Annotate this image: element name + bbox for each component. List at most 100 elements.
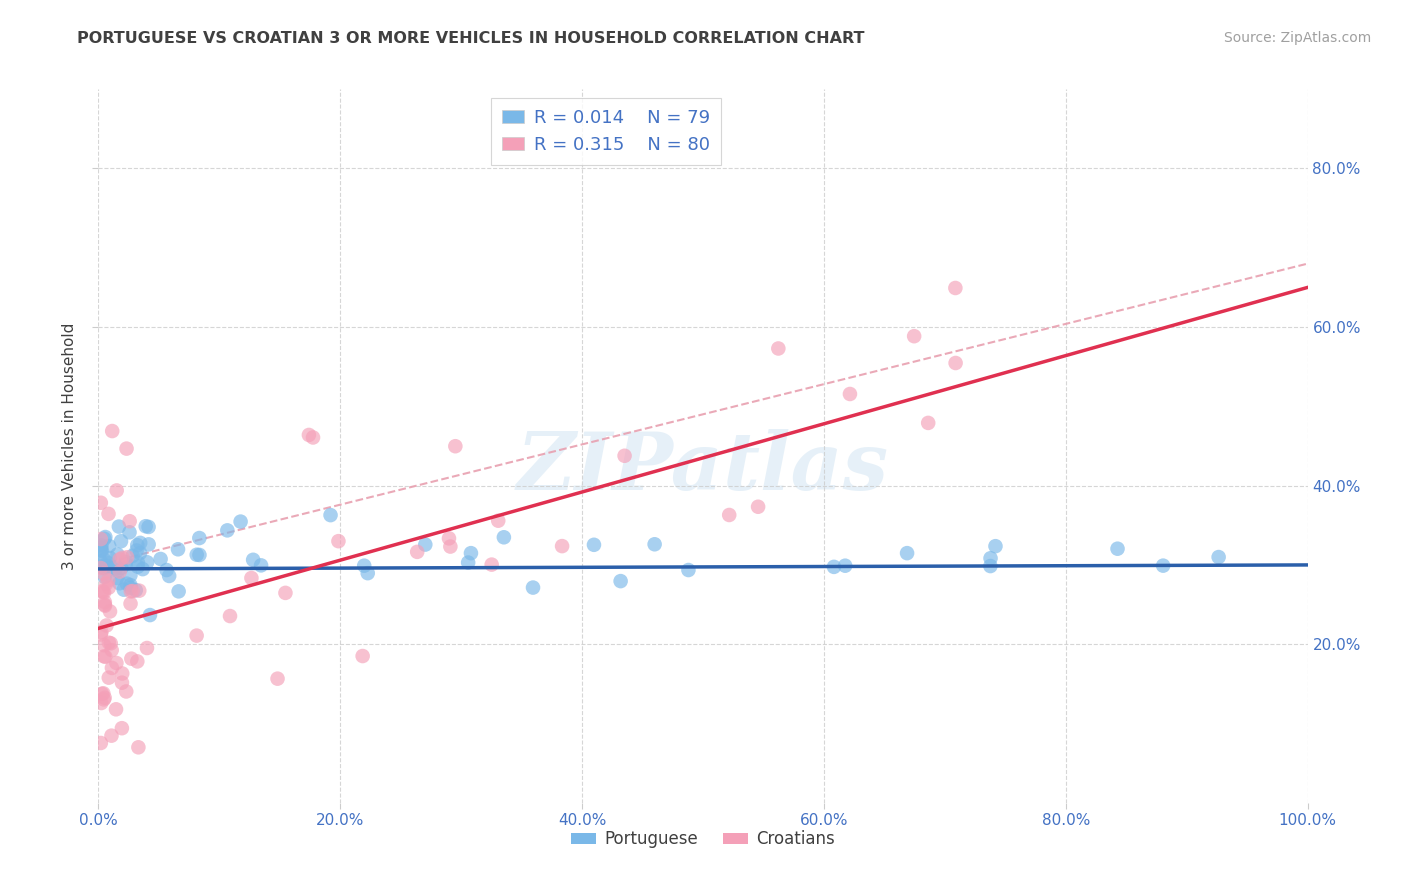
- Point: [108, 519, 131, 533]
- Point: [353, 558, 375, 573]
- Point: [93, 649, 115, 664]
- Point: [120, 578, 142, 592]
- Point: [167, 542, 190, 557]
- Point: [97, 581, 120, 595]
- Point: [609, 574, 631, 588]
- Point: [94, 559, 117, 574]
- Point: [111, 721, 134, 735]
- Point: [250, 558, 273, 573]
- Point: [444, 439, 467, 453]
- Point: [90, 625, 112, 640]
- Point: [274, 586, 297, 600]
- Point: [613, 449, 636, 463]
- Point: [105, 702, 128, 716]
- Point: [167, 584, 190, 599]
- Point: [94, 530, 117, 544]
- Point: [93, 532, 115, 546]
- Point: [93, 638, 115, 652]
- Point: [217, 524, 239, 538]
- Point: [115, 576, 138, 591]
- Point: [97, 636, 120, 650]
- Point: [112, 582, 135, 597]
- Point: [108, 576, 131, 591]
- Point: [980, 551, 1002, 566]
- Point: [93, 585, 115, 599]
- Point: [98, 559, 121, 574]
- Point: [1107, 541, 1129, 556]
- Point: [100, 643, 122, 657]
- Point: [242, 553, 264, 567]
- Point: [298, 428, 321, 442]
- Point: [93, 598, 115, 612]
- Point: [121, 584, 143, 599]
- Point: [357, 566, 380, 581]
- Point: [111, 675, 134, 690]
- Point: [188, 531, 211, 545]
- Text: ZIPatlas: ZIPatlas: [517, 429, 889, 506]
- Point: [120, 581, 142, 595]
- Point: [91, 687, 114, 701]
- Point: [93, 552, 115, 566]
- Point: [229, 515, 252, 529]
- Point: [120, 568, 142, 582]
- Point: [101, 424, 124, 438]
- Point: [110, 534, 132, 549]
- Point: [118, 514, 141, 528]
- Point: [105, 571, 128, 585]
- Point: [481, 558, 503, 572]
- Point: [115, 550, 138, 565]
- Point: [437, 532, 460, 546]
- Point: [823, 560, 845, 574]
- Point: [984, 539, 1007, 553]
- Point: [97, 671, 120, 685]
- Point: [100, 636, 122, 650]
- Point: [98, 551, 121, 566]
- Point: [111, 550, 134, 565]
- Point: [186, 629, 208, 643]
- Point: [94, 599, 117, 613]
- Point: [149, 552, 172, 566]
- Point: [136, 555, 159, 569]
- Point: [834, 558, 856, 573]
- Point: [839, 387, 862, 401]
- Point: [115, 557, 138, 571]
- Point: [105, 656, 128, 670]
- Point: [108, 552, 131, 566]
- Point: [90, 496, 112, 510]
- Point: [120, 651, 142, 665]
- Point: [120, 597, 142, 611]
- Point: [107, 564, 129, 578]
- Point: [127, 740, 149, 755]
- Point: [98, 604, 121, 618]
- Point: [107, 548, 129, 562]
- Point: [111, 666, 134, 681]
- Point: [129, 546, 152, 560]
- Point: [127, 559, 149, 574]
- Point: [413, 538, 436, 552]
- Text: Source: ZipAtlas.com: Source: ZipAtlas.com: [1223, 31, 1371, 45]
- Point: [93, 570, 115, 584]
- Point: [100, 729, 122, 743]
- Point: [91, 584, 114, 599]
- Point: [522, 581, 544, 595]
- Text: PORTUGUESE VS CROATIAN 3 OR MORE VEHICLES IN HOUSEHOLD CORRELATION CHART: PORTUGUESE VS CROATIAN 3 OR MORE VEHICLE…: [77, 31, 865, 46]
- Point: [125, 543, 148, 558]
- Point: [903, 329, 925, 343]
- Point: [582, 538, 605, 552]
- Point: [90, 543, 112, 558]
- Point: [90, 554, 112, 568]
- Point: [90, 559, 112, 574]
- Point: [138, 520, 160, 534]
- Point: [97, 574, 120, 588]
- Point: [90, 538, 112, 552]
- Point: [406, 545, 429, 559]
- Point: [352, 648, 374, 663]
- Point: [127, 654, 149, 668]
- Point: [96, 618, 118, 632]
- Point: [97, 507, 120, 521]
- Point: [319, 508, 342, 522]
- Point: [127, 538, 149, 552]
- Point: [96, 556, 118, 570]
- Point: [139, 608, 162, 623]
- Point: [917, 416, 939, 430]
